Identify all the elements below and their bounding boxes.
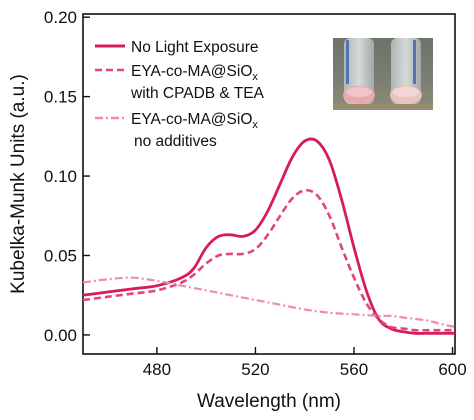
y-tick-label: 0.05	[44, 246, 77, 265]
y-tick-label: 0.15	[44, 88, 77, 107]
plot-frame	[82, 13, 456, 355]
series-line-2	[82, 276, 456, 329]
legend-label-cpadb-line1: EYA-co-MA@SiOx	[131, 63, 258, 83]
legend: No Light Exposure EYA-co-MA@SiOx with CP…	[95, 39, 265, 150]
sample-vials-photo	[333, 38, 433, 110]
legend-label-no-additives-line1: EYA-co-MA@SiOx	[131, 111, 258, 131]
legend-label-no-additives-line2: no additives	[134, 133, 217, 150]
y-axis-title: Kubelka-Munk Units (a.u.)	[8, 74, 29, 294]
y-tick-label: 0.10	[44, 167, 77, 186]
y-tick-label: 0.00	[44, 326, 77, 345]
series-layer	[82, 137, 456, 335]
x-axis-ticks: 480 520 560 600	[143, 347, 467, 379]
x-tick-label: 520	[241, 360, 269, 379]
x-axis-title: Wavelength (nm)	[197, 391, 341, 412]
x-tick-label: 480	[143, 360, 171, 379]
legend-label-cpadb-line2: with CPADB & TEA	[130, 85, 265, 102]
series-line-1	[82, 188, 455, 332]
y-axis-ticks: 0.00 0.05 0.10 0.15 0.20	[44, 8, 90, 345]
x-tick-label: 600	[438, 360, 466, 379]
legend-label-no-light: No Light Exposure	[131, 39, 259, 56]
series-line-0	[82, 137, 455, 335]
y-tick-label: 0.20	[44, 8, 77, 27]
x-tick-label: 560	[340, 360, 368, 379]
